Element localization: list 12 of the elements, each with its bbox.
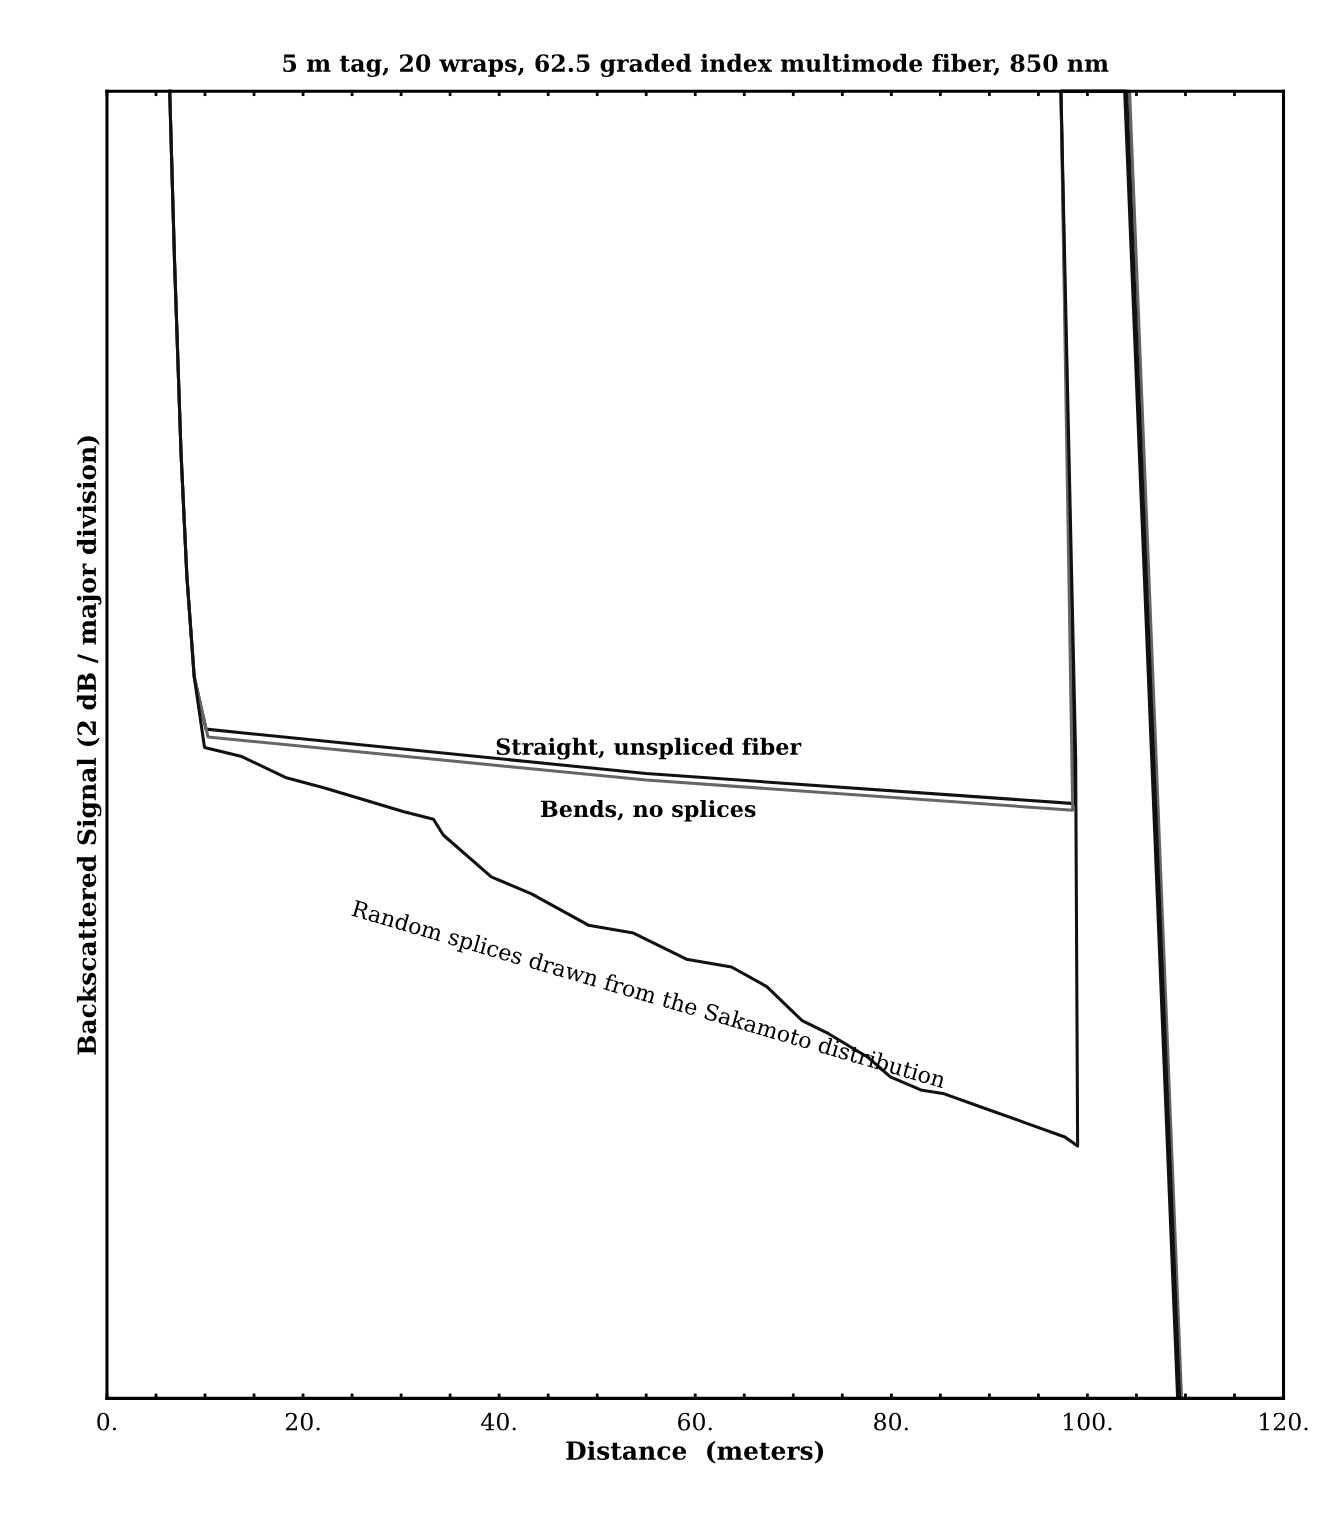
series-label: Straight, unspliced fiber — [496, 737, 802, 760]
series-label: Bends, no splices — [541, 800, 756, 822]
x-tick-label: 100. — [1064, 1412, 1112, 1431]
x-axis-title: Distance (meters) — [566, 1440, 824, 1464]
x-tick-label: 20. — [285, 1412, 320, 1431]
y-axis-title: Backscattered Signal (2 dB / major division) — [76, 436, 102, 1055]
x-tick-label: 120. — [1260, 1412, 1308, 1431]
x-tick-label: 60. — [678, 1412, 712, 1431]
x-tick-label: 80. — [874, 1412, 908, 1431]
x-tick-label: 40. — [481, 1412, 516, 1431]
x-tick-label: 0. — [97, 1412, 117, 1431]
chart-title: 5 m tag, 20 wraps, 62.5 graded index multimode fiber, 850 nm — [283, 53, 1109, 77]
